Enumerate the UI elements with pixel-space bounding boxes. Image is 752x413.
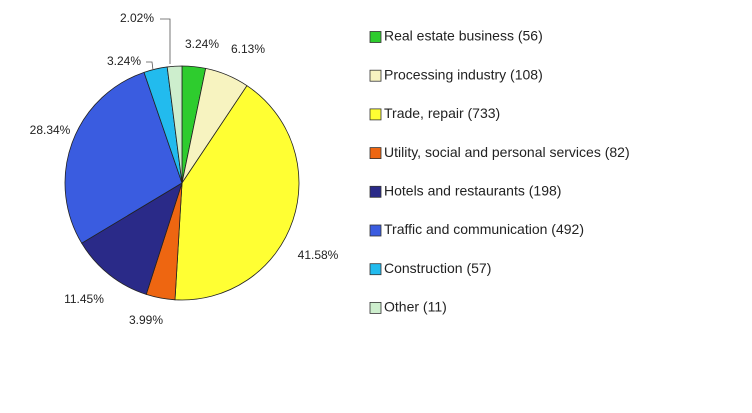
pie-slice bbox=[81, 182, 183, 295]
legend-swatch bbox=[369, 224, 382, 237]
slice-label: 3.24% bbox=[107, 54, 141, 68]
leader-line bbox=[146, 61, 154, 71]
pie-slice bbox=[174, 85, 300, 301]
legend-label: Processing industry (108) bbox=[384, 66, 543, 82]
slice-label: 2.02% bbox=[120, 11, 154, 25]
slice-label: 11.45% bbox=[64, 292, 104, 306]
slice-label: 3.24% bbox=[185, 37, 219, 51]
legend-swatch bbox=[369, 301, 382, 314]
legend-swatch bbox=[369, 31, 382, 43]
pie-slice bbox=[64, 71, 183, 244]
legend-label: Hotels and restaurants (198) bbox=[384, 183, 561, 199]
legend-label: Other (11) bbox=[384, 299, 447, 315]
legend-label: Traffic and communication (492) bbox=[384, 221, 584, 237]
slice-label: 3.99% bbox=[129, 313, 163, 327]
slice-label: 41.58% bbox=[298, 248, 339, 262]
legend-swatch bbox=[369, 263, 382, 276]
legend-swatch bbox=[369, 108, 382, 121]
legend-label: Trade, repair (733) bbox=[384, 105, 500, 121]
legend-swatch bbox=[369, 185, 382, 198]
slice-label: 28.34% bbox=[30, 123, 71, 137]
legend-swatch bbox=[369, 147, 382, 160]
leader-line bbox=[160, 18, 171, 64]
slice-label: 6.13% bbox=[231, 42, 265, 56]
legend-label: Construction (57) bbox=[384, 260, 491, 276]
pie-slice bbox=[166, 65, 183, 184]
legend-label: Utility, social and personal services (8… bbox=[384, 144, 630, 160]
legend-label: Real estate business (56) bbox=[384, 28, 543, 44]
legend-swatch bbox=[369, 69, 382, 82]
